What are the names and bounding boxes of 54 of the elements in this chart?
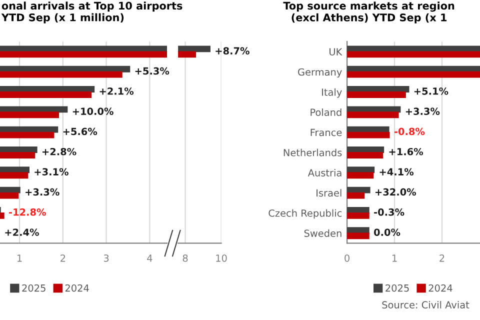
text: +5.6% [63,128,98,136]
bar [347,92,406,98]
x-tick-label: 1 [18,254,22,262]
text: +3.3% [26,188,60,196]
chart-title: Top source markets at region (excl Athens) YTD Sep (x 1 [283,2,454,24]
text: +2.1% [100,87,134,95]
y-tick-label: UK [330,48,342,56]
y-tick-label: Austria [308,168,342,176]
text: +1.6% [389,148,424,156]
x-tick-label: 0 [344,254,350,262]
bar [347,172,374,179]
y-tick-label: Czech Republic [268,209,342,219]
text: +2.8% [42,148,76,156]
bar [347,212,370,219]
y-tick-label: Sweden [304,229,342,237]
text: +5.3% [135,67,170,75]
y-tick-label: Poland [310,108,342,116]
text: 0.0% [374,228,400,236]
chart-title: onal arrivals at Top 10 airports YTD Sep (x 1 million) [1,2,182,24]
text: -0.3% [374,208,404,216]
text: -12.8% [9,208,46,216]
text: +3.1% [34,168,68,176]
legend-label: 2024 [428,284,452,292]
text: +2.4% [5,228,39,236]
y-tick-label: France [310,128,342,136]
x-tick-label: 10 [216,254,227,262]
bar [347,152,384,158]
y-tick-label: Israel [316,189,342,197]
y-tick-label: Netherlands [284,148,342,156]
bar [347,71,480,78]
text: +5.1% [414,87,448,95]
legend-label: 2024 [65,284,89,292]
y-tick-label: Italy [322,88,342,98]
x-tick-label: 4 [147,254,152,262]
legend-label: 2025 [22,284,46,292]
x-tick-label: 1 [392,254,397,262]
text: +3.3% [406,108,440,115]
source-note: Source: Civil Aviat [382,300,470,309]
legend-label: 2025 [386,284,409,292]
x-tick-label: 8 [182,254,188,262]
x-tick-label: 2 [60,254,66,262]
y-tick-label: Germany [298,68,342,78]
x-tick-label: 3 [104,254,109,262]
text: +4.1% [380,168,414,176]
bar [347,192,365,199]
text: +10.0% [72,108,114,115]
text: +32.0% [376,188,416,196]
x-tick-label: 2 [440,254,444,262]
bar [347,51,480,58]
bar [347,232,370,240]
bar [347,112,399,118]
text: +8.7% [216,47,250,54]
bar [347,132,390,138]
text: -0.8% [394,128,425,136]
